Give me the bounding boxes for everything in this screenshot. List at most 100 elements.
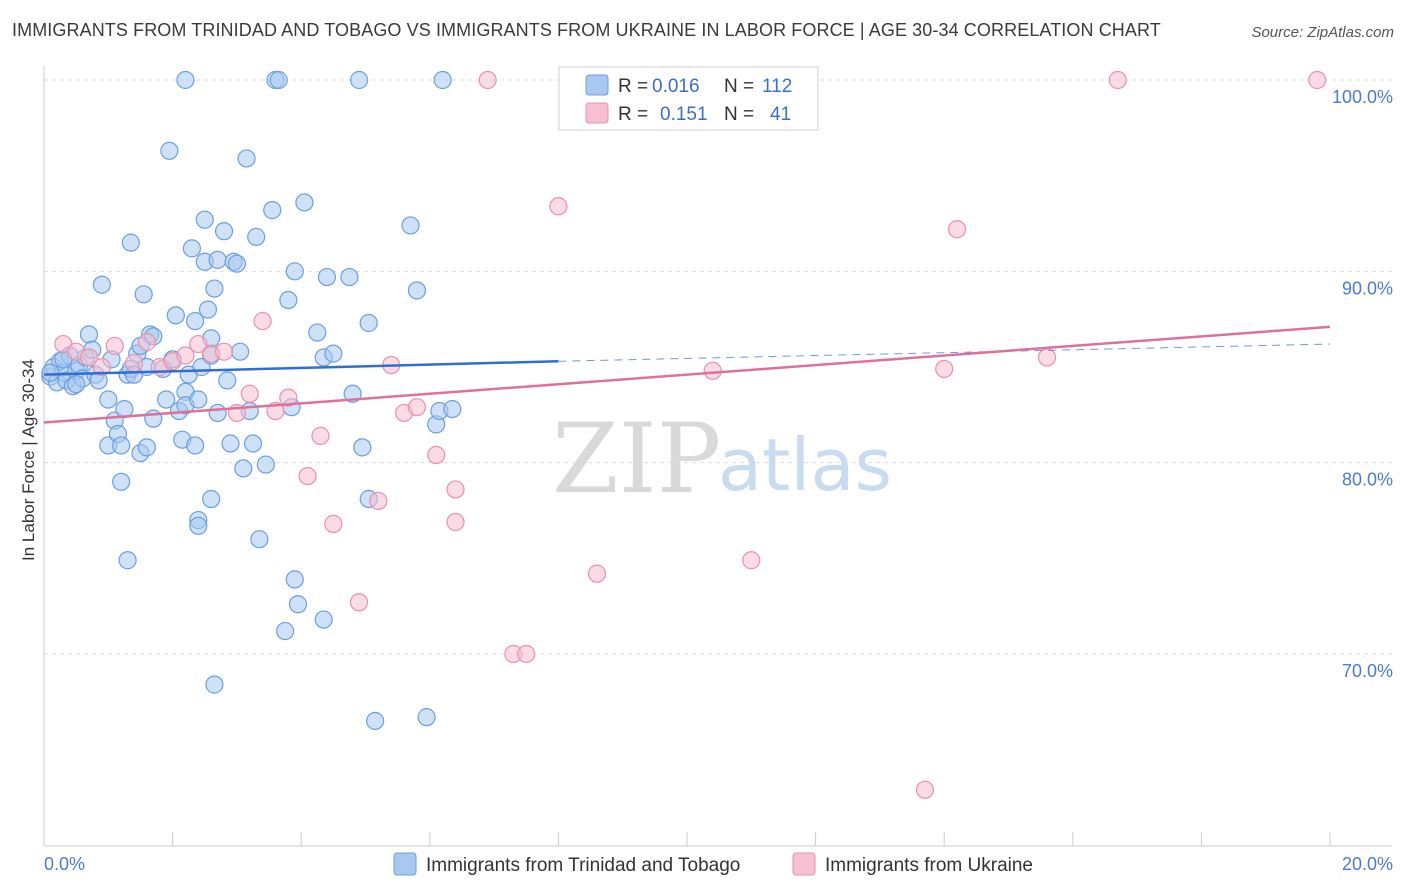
ukraine-point-21	[349, 593, 369, 612]
trend-lines	[43, 325, 1331, 424]
trinidad-point-76	[243, 434, 263, 453]
ukraine-point-17	[279, 388, 298, 407]
trinidad-point-102	[401, 216, 420, 235]
trinidad-point-84	[279, 290, 298, 310]
trinidad-point-71	[227, 254, 246, 273]
ukraine-point-29	[478, 70, 497, 90]
axes	[43, 66, 1392, 847]
legend-swatch-trinidad	[585, 74, 609, 96]
ukraine-point-19	[311, 426, 330, 445]
legend-r-label-1: R =	[618, 76, 648, 97]
trinidad-point-107	[433, 70, 452, 90]
bottom-legend-label-trinidad: Immigrants from Trinidad and Tobago	[426, 855, 740, 876]
legend-n-label-1: N =	[724, 76, 754, 97]
ukraine-point-28	[446, 512, 465, 532]
watermark-zip: ZIP	[552, 403, 721, 515]
y-tick-label-80: 80.0%	[1342, 470, 1393, 490]
trinidad-point-55	[205, 279, 224, 298]
trinidad-point-64	[202, 489, 221, 509]
trinidad-point-48	[182, 239, 201, 258]
ukraine-point-14	[240, 384, 259, 403]
trinidad-point-93	[308, 323, 327, 342]
trinidad-point-41	[160, 141, 179, 160]
source-credit: Source: ZipAtlas.com	[1251, 24, 1394, 41]
trinidad-point-94	[314, 610, 333, 629]
trinidad-point-69	[221, 434, 240, 453]
legend-r-value-2: 0.151	[660, 104, 708, 125]
trinidad-point-86	[285, 262, 304, 281]
trinidad-point-83	[276, 621, 295, 641]
trinidad-point-62	[189, 516, 208, 535]
ukraine-point-5	[124, 354, 144, 373]
bottom-legend-swatch-trinidad	[393, 852, 417, 876]
trend-line-trinidad-extension	[558, 343, 1331, 362]
trinidad-point-88	[288, 595, 308, 614]
y-tick-label-100: 100.0%	[1332, 87, 1393, 107]
ukraine-point-6	[137, 333, 156, 352]
trinidad-point-103	[407, 281, 427, 300]
x-tick-label-min: 0.0%	[44, 854, 85, 874]
ukraine-point-40	[1108, 70, 1127, 90]
ukraine-point-36	[742, 551, 761, 570]
trinidad-point-49	[186, 311, 205, 331]
trinidad-point-101	[366, 711, 385, 731]
ukraine-point-41	[1308, 70, 1327, 90]
trinidad-point-79	[256, 455, 275, 474]
ukraine-point-25	[407, 398, 427, 417]
trinidad-point-72	[231, 342, 250, 361]
trinidad-point-80	[263, 201, 282, 220]
trinidad-point-77	[247, 227, 266, 246]
chart-title: IMMIGRANTS FROM TRINIDAD AND TOBAGO VS I…	[12, 20, 1161, 40]
bottom-legend-swatch-ukraine	[792, 852, 816, 876]
trinidad-point-95	[340, 267, 359, 287]
trinidad-point-34	[118, 551, 137, 570]
trinidad-point-67	[214, 222, 234, 241]
trinidad-point-111	[67, 375, 86, 394]
legend-n-value-2: 41	[770, 104, 791, 125]
trinidad-point-108	[443, 399, 462, 419]
ukraine-point-10	[189, 334, 208, 354]
trinidad-point-16	[92, 275, 111, 294]
ukraine-point-27	[446, 480, 465, 499]
ukraine-point-22	[369, 491, 388, 511]
trinidad-point-73	[234, 459, 253, 478]
ukraine-point-39	[1037, 348, 1057, 367]
trinidad-point-104	[417, 708, 436, 727]
x-tick-labels: 0.0% 20.0%	[44, 854, 1393, 874]
trinidad-point-65	[205, 675, 224, 694]
trinidad-point-17	[99, 390, 118, 409]
ukraine-point-4	[105, 336, 124, 356]
ukraine-point-33	[587, 564, 607, 583]
ukraine-point-35	[703, 361, 722, 380]
ukraine-point-32	[549, 197, 568, 216]
trinidad-point-12	[79, 325, 99, 344]
y-axis-title: In Labor Force | Age 30-34	[19, 359, 38, 561]
trinidad-point-92	[324, 344, 343, 363]
y-tick-label-70: 70.0%	[1342, 661, 1393, 681]
trinidad-point-35	[121, 233, 140, 252]
legend-r-value-1: 0.016	[652, 76, 700, 97]
trinidad-point-22	[112, 436, 131, 455]
ukraine-point-31	[517, 644, 536, 664]
trinidad-point-58	[189, 390, 208, 409]
bottom-legend-label-ukraine: Immigrants from Ukraine	[825, 855, 1033, 876]
ukraine-point-37	[935, 359, 954, 379]
trinidad-point-66	[208, 403, 227, 423]
ukraine-point-15	[253, 311, 272, 331]
y-tick-label-90: 90.0%	[1342, 278, 1393, 298]
trinidad-point-53	[198, 300, 218, 319]
trend-line-trinidad	[43, 360, 559, 376]
trinidad-point-89	[295, 193, 314, 212]
trinidad-point-33	[112, 472, 131, 491]
legend-r-label-2: R =	[618, 104, 648, 125]
trinidad-point-43	[166, 306, 185, 325]
trinidad-point-87	[285, 570, 304, 589]
bottom-legend: Immigrants from Trinidad and Tobago Immi…	[393, 852, 1033, 876]
legend-n-value-1: 112	[762, 76, 792, 97]
trinidad-point-61	[186, 436, 205, 455]
trinidad-point-56	[208, 250, 227, 269]
legend-swatch-ukraine	[585, 102, 609, 124]
trinidad-point-98	[353, 438, 372, 457]
ukraine-point-2	[79, 348, 99, 367]
